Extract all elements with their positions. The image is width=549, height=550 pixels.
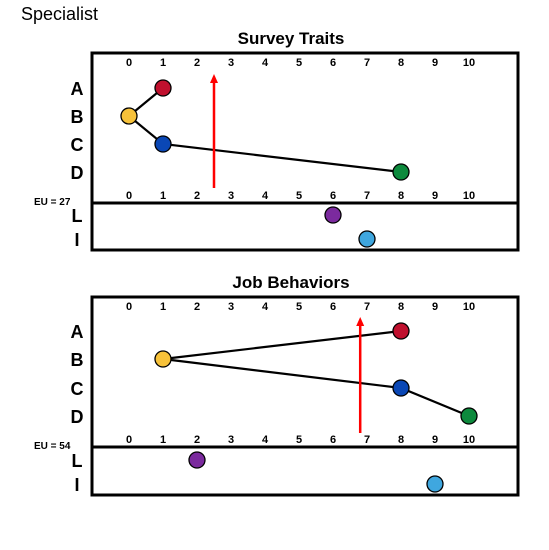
chart1-top-tick-label: 3	[228, 57, 234, 69]
chart1-top-tick-label: 1	[160, 57, 166, 69]
chart1-mid-tick-label: 9	[432, 190, 438, 202]
chart2-mid-tick-label: 8	[398, 434, 404, 446]
chart1-top-tick-label: 10	[463, 57, 475, 69]
chart1-top-tick-label: 4	[262, 57, 269, 69]
chart2-row-label-b: B	[71, 350, 84, 370]
chart1-arrow-head	[210, 74, 218, 83]
chart2-point-d	[460, 407, 478, 425]
chart2-top-tick-label: 0	[126, 301, 132, 313]
chart2-profile-line	[162, 329, 470, 418]
chart1-profile-line	[127, 87, 402, 174]
chart2-top-tick-label: 8	[398, 301, 404, 313]
chart1-mid-tick-label: 6	[330, 190, 336, 202]
chart2-arrow-head	[356, 317, 365, 326]
chart2-row-label-i: I	[74, 475, 79, 495]
chart1-row-label-c: C	[71, 135, 84, 155]
chart1-point-b	[120, 107, 138, 125]
chart1-top-tick-label: 7	[364, 57, 370, 69]
chart2-row-label-a: A	[71, 322, 84, 342]
chart1-row-label-b: B	[71, 107, 84, 127]
chart2-mid-tick-label: 1	[160, 434, 166, 446]
chart2-upper-frame	[90, 295, 520, 449]
chart2-point-c	[392, 379, 410, 397]
chart2-mid-tick-label: 10	[463, 434, 475, 446]
chart2-top-tick-label: 4	[262, 301, 269, 313]
chart1-point-l	[324, 206, 342, 224]
chart1-row-label-d: D	[71, 163, 84, 183]
chart2-top-tick-label: 2	[194, 301, 200, 313]
chart2-top-tick-label: 9	[432, 301, 438, 313]
chart1-mid-tick-label: 7	[364, 190, 370, 202]
chart1-top-tick-label: 5	[296, 57, 302, 69]
chart2-point-i	[426, 475, 444, 493]
chart2-lower-frame	[90, 445, 520, 497]
chart1-mid-tick-label: 0	[126, 190, 132, 202]
chart1-point-i	[358, 230, 376, 248]
chart1-point-c	[154, 135, 172, 153]
chart2-point-b	[154, 350, 172, 368]
chart1-mid-tick-label: 10	[463, 190, 475, 202]
chart2-row-label-d: D	[71, 407, 84, 427]
chart2-top-tick-label: 10	[463, 301, 475, 313]
chart2-point-l	[188, 451, 206, 469]
chart2-top-tick-label: 7	[364, 301, 370, 313]
chart1-mid-tick-label: 5	[296, 190, 302, 202]
chart1-point-a	[154, 79, 172, 97]
chart1-mid-tick-label: 1	[160, 190, 166, 202]
chart2-top-tick-label: 5	[296, 301, 302, 313]
chart2-title: Job Behaviors	[232, 273, 349, 292]
chart1-mid-tick-label: 4	[262, 190, 269, 202]
chart1-mid-tick-label: 2	[194, 190, 200, 202]
chart1-lower-frame	[90, 201, 520, 252]
chart1-point-d	[392, 163, 410, 181]
chart1-mid-tick-label: 3	[228, 190, 234, 202]
chart2-eu-label: EU = 54	[34, 441, 71, 452]
chart2-mid-tick-label: 4	[262, 434, 269, 446]
page-title: Specialist	[21, 4, 99, 24]
chart2-mid-tick-label: 0	[126, 434, 132, 446]
chart2-point-a	[392, 322, 410, 340]
chart1-mid-tick-label: 8	[398, 190, 404, 202]
chart1-row-label-i: I	[74, 230, 79, 250]
chart2-row-label-c: C	[71, 379, 84, 399]
chart1-top-tick-label: 0	[126, 57, 132, 69]
chart2-top-tick-label: 3	[228, 301, 234, 313]
chart2-mid-tick-label: 2	[194, 434, 200, 446]
chart1-upper-frame	[90, 51, 520, 205]
chart1-row-label-l: L	[72, 206, 83, 226]
chart2-mid-tick-label: 3	[228, 434, 234, 446]
chart1-eu-label: EU = 27	[34, 197, 71, 208]
chart2-mid-tick-label: 6	[330, 434, 336, 446]
chart2-top-tick-label: 6	[330, 301, 336, 313]
chart2-mid-tick-label: 5	[296, 434, 302, 446]
chart1-top-tick-label: 9	[432, 57, 438, 69]
chart1-top-tick-label: 2	[194, 57, 200, 69]
chart2-mid-tick-label: 9	[432, 434, 438, 446]
chart1-top-tick-label: 6	[330, 57, 336, 69]
chart2-row-label-l: L	[72, 451, 83, 471]
chart1-top-tick-label: 8	[398, 57, 404, 69]
chart1-row-label-a: A	[71, 79, 84, 99]
chart1-title: Survey Traits	[238, 29, 345, 48]
chart2-top-tick-label: 1	[160, 301, 166, 313]
chart2-mid-tick-label: 7	[364, 434, 370, 446]
